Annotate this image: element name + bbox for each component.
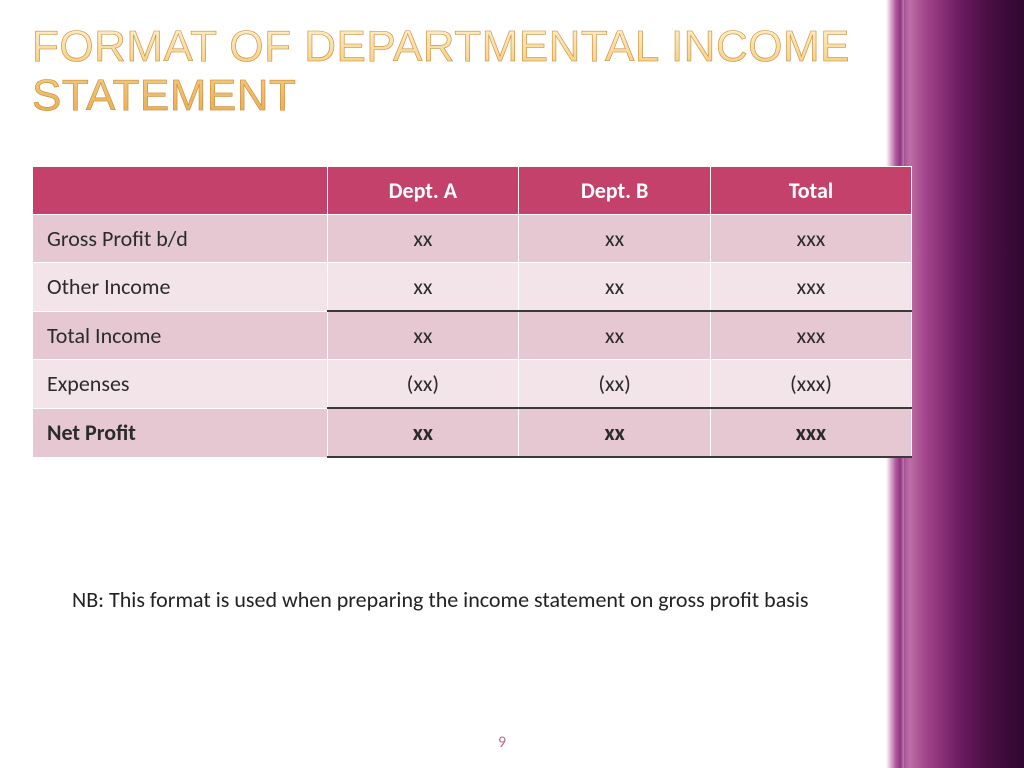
table-row: Expenses (xx) (xx) (xxx) (33, 360, 912, 409)
table-header-row: Dept. A Dept. B Total (33, 167, 912, 215)
cell: (xx) (327, 360, 519, 409)
footnote: NB: This format is used when preparing t… (72, 586, 809, 613)
column-total: Total (710, 167, 911, 215)
cell: xxx (710, 311, 911, 360)
row-label: Expenses (33, 360, 328, 409)
cell: xx (519, 408, 711, 457)
table-row: Gross Profit b/d xx xx xxx (33, 215, 912, 263)
cell: (xx) (519, 360, 711, 409)
table-body: Gross Profit b/d xx xx xxx Other Income … (33, 215, 912, 458)
column-dept-a: Dept. A (327, 167, 519, 215)
row-label: Total Income (33, 311, 328, 360)
column-dept-b: Dept. B (519, 167, 711, 215)
cell: xx (327, 408, 519, 457)
income-statement-table: Dept. A Dept. B Total Gross Profit b/d x… (32, 166, 912, 458)
row-label: Net Profit (33, 408, 328, 457)
cell: xx (327, 215, 519, 263)
row-label: Other Income (33, 263, 328, 312)
column-blank (33, 167, 328, 215)
table-row: Total Income xx xx xxx (33, 311, 912, 360)
cell: (xxx) (710, 360, 911, 409)
table-row: Other Income xx xx xxx (33, 263, 912, 312)
cell: xxx (710, 263, 911, 312)
page-number: 9 (498, 733, 506, 752)
slide-title: FORMAT OF DEPARTMENTAL INCOME STATEMENT (32, 22, 984, 121)
cell: xxx (710, 215, 911, 263)
cell: xxx (710, 408, 911, 457)
row-label: Gross Profit b/d (33, 215, 328, 263)
slide: FORMAT OF DEPARTMENTAL INCOME STATEMENT … (0, 0, 1024, 768)
cell: xx (327, 263, 519, 312)
cell: xx (519, 263, 711, 312)
cell: xx (327, 311, 519, 360)
cell: xx (519, 311, 711, 360)
cell: xx (519, 215, 711, 263)
table-row: Net Profit xx xx xxx (33, 408, 912, 457)
